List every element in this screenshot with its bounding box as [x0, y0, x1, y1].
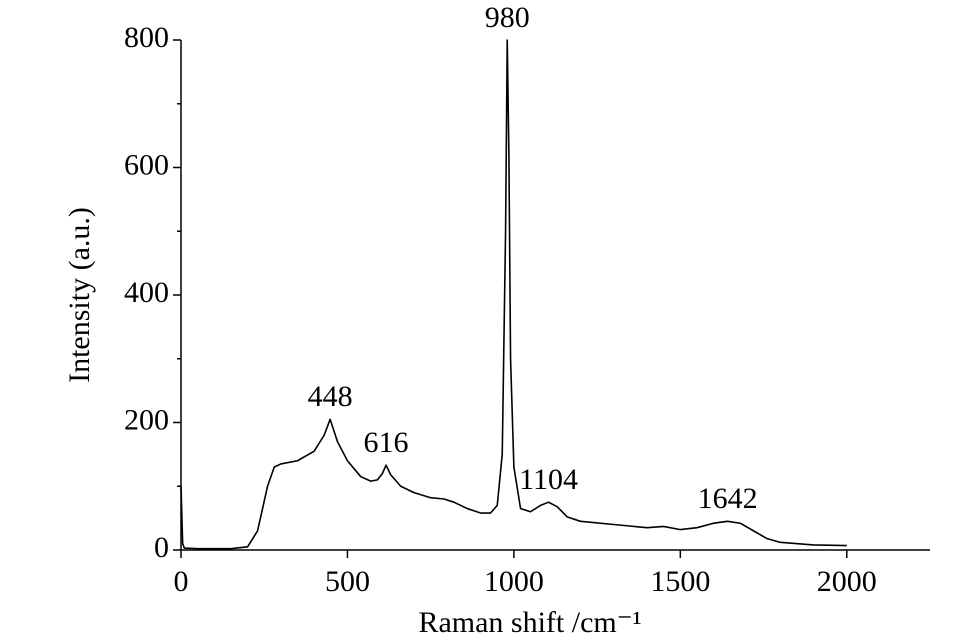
peak-label: 448: [308, 380, 353, 413]
peak-label: 616: [364, 426, 409, 459]
y-tick-label: 400: [124, 276, 169, 309]
y-tick-label: 600: [124, 148, 169, 181]
y-axis-label: Intensity (a.u.): [63, 207, 96, 383]
peak-label: 980: [485, 1, 530, 34]
peak-label: 1104: [519, 463, 578, 496]
peak-label: 1642: [698, 482, 758, 515]
x-tick-label: 500: [325, 565, 370, 598]
x-tick-label: 1500: [650, 565, 710, 598]
x-axis-label: Raman shift /cm⁻¹: [418, 606, 641, 639]
x-tick-label: 0: [174, 565, 189, 598]
y-tick-label: 200: [124, 403, 169, 436]
y-tick-label: 0: [154, 531, 169, 564]
spectrum-line: [180, 39, 847, 550]
y-tick-label: 800: [124, 21, 169, 54]
x-tick-label: 1000: [484, 565, 544, 598]
x-tick-label: 2000: [817, 565, 877, 598]
